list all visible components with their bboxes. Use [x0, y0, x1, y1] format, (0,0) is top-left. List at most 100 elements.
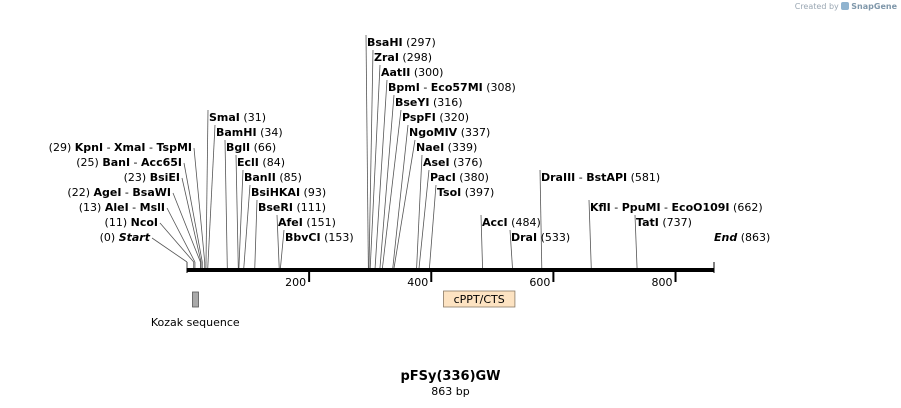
site-naei[interactable]: NaeI (339)	[393, 139, 477, 269]
site-enzyme[interactable]: AleI	[105, 201, 129, 214]
site-enzyme[interactable]: End	[714, 231, 737, 244]
site-enzyme[interactable]: NcoI	[131, 216, 158, 229]
site-label[interactable]: (29) KpnI - XmaI - TspMI	[49, 141, 192, 154]
site-enzyme[interactable]: KpnI	[75, 141, 103, 154]
feature-kozak[interactable]: Kozak sequence	[151, 291, 240, 329]
site-asei[interactable]: AseI (376)	[416, 154, 483, 269]
site-label[interactable]: NgoMIV (337)	[409, 126, 490, 139]
site-drai[interactable]: DraI (533)	[509, 229, 570, 269]
site-enzyme[interactable]: AgeI	[93, 186, 121, 199]
site-enzyme[interactable]: BamHI	[216, 126, 257, 139]
site-bsiei[interactable]: (23) BsiEI	[124, 171, 202, 268]
site-bpmi[interactable]: BpmI - Eco57MI (308)	[374, 79, 516, 269]
site-label[interactable]: (11) NcoI	[105, 216, 158, 229]
site-ncoi[interactable]: (11) NcoI	[105, 216, 195, 268]
site-smai[interactable]: SmaI (31)	[205, 109, 266, 269]
site-enzyme[interactable]: DraIII	[541, 171, 575, 184]
site-label[interactable]: AccI (484)	[482, 216, 541, 229]
site-tsoi[interactable]: TsoI (397)	[429, 184, 494, 269]
site-label[interactable]: BsiHKAI (93)	[251, 186, 326, 199]
site-label[interactable]: (25) BanI - Acc65I	[76, 156, 182, 169]
site-label[interactable]: KflI - PpuMI - EcoO109I (662)	[590, 201, 763, 214]
site-tati[interactable]: TatI (737)	[634, 214, 692, 269]
site-enzyme[interactable]: PpuMI	[622, 201, 661, 214]
site-enzyme[interactable]: XmaI	[114, 141, 145, 154]
site-label[interactable]: TatI (737)	[636, 216, 692, 229]
site-agei[interactable]: (22) AgeI - BsaWI	[67, 186, 201, 268]
site-enzyme[interactable]: KflI	[590, 201, 611, 214]
site-label[interactable]: SmaI (31)	[209, 111, 266, 124]
site-draiii[interactable]: DraIII - BstAPI (581)	[539, 169, 660, 269]
site-label[interactable]: BpmI - Eco57MI (308)	[388, 81, 516, 94]
site-label[interactable]: DraIII - BstAPI (581)	[541, 171, 660, 184]
site-label[interactable]: PspFI (320)	[402, 111, 469, 124]
feature-cppt[interactable]: cPPT/CTS	[443, 290, 516, 308]
site-enzyme[interactable]: BsaWI	[132, 186, 171, 199]
site-start[interactable]: (0) Start	[100, 231, 188, 268]
site-enzyme[interactable]: BsaHI	[367, 36, 403, 49]
site-enzyme[interactable]: NgoMIV	[409, 126, 458, 139]
site-label[interactable]: ZraI (298)	[374, 51, 432, 64]
site-enzyme[interactable]: MslI	[140, 201, 165, 214]
site-enzyme[interactable]: PacI	[430, 171, 456, 184]
feature-box[interactable]	[443, 290, 516, 308]
site-zrai[interactable]: ZraI (298)	[368, 49, 432, 269]
site-bani[interactable]: (25) BanI - Acc65I	[76, 156, 203, 268]
site-enzyme[interactable]: AseI	[423, 156, 450, 169]
site-bseri[interactable]: BseRI (111)	[254, 199, 326, 269]
site-label[interactable]: PacI (380)	[430, 171, 489, 184]
site-end[interactable]: End (863)	[714, 231, 770, 244]
site-enzyme[interactable]: BanI	[102, 156, 130, 169]
site-bseyi[interactable]: BseYI (316)	[379, 94, 463, 269]
site-enzyme[interactable]: Start	[119, 231, 151, 244]
site-afei[interactable]: AfeI (151)	[276, 214, 336, 269]
site-bsihkai[interactable]: BsiHKAI (93)	[243, 184, 326, 269]
site-enzyme[interactable]: BglI	[226, 141, 250, 154]
site-enzyme[interactable]: BseYI	[395, 96, 429, 109]
site-enzyme[interactable]: BsiHKAI	[251, 186, 300, 199]
site-enzyme[interactable]: AatII	[381, 66, 410, 79]
site-enzyme[interactable]: EclI	[237, 156, 259, 169]
site-label[interactable]: BglI (66)	[226, 141, 276, 154]
site-label[interactable]: DraI (533)	[511, 231, 570, 244]
site-enzyme[interactable]: AccI	[482, 216, 508, 229]
site-banii[interactable]: BanII (85)	[238, 169, 302, 269]
site-enzyme[interactable]: SmaI	[209, 111, 240, 124]
site-bbvci[interactable]: BbvCI (153)	[280, 229, 354, 269]
site-label[interactable]: AfeI (151)	[278, 216, 336, 229]
site-aatii[interactable]: AatII (300)	[369, 64, 443, 269]
site-enzyme[interactable]: BseRI	[258, 201, 293, 214]
site-label[interactable]: TsoI (397)	[437, 186, 494, 199]
site-enzyme[interactable]: BbvCI	[285, 231, 321, 244]
site-pspfi[interactable]: PspFI (320)	[382, 109, 469, 269]
site-label[interactable]: NaeI (339)	[416, 141, 477, 154]
site-enzyme[interactable]: PspFI	[402, 111, 436, 124]
site-label[interactable]: BbvCI (153)	[285, 231, 354, 244]
site-kfli[interactable]: KflI - PpuMI - EcoO109I (662)	[588, 199, 763, 269]
site-bgli[interactable]: BglI (66)	[224, 139, 276, 269]
site-enzyme[interactable]: BanII	[244, 171, 276, 184]
feature-box[interactable]	[192, 291, 199, 308]
site-label[interactable]: BseRI (111)	[258, 201, 326, 214]
site-enzyme[interactable]: BsiEI	[150, 171, 180, 184]
site-label[interactable]: (23) BsiEI	[124, 171, 180, 184]
site-alei[interactable]: (13) AleI - MslI	[79, 201, 196, 268]
site-enzyme[interactable]: BpmI	[388, 81, 420, 94]
site-acci[interactable]: AccI (484)	[480, 214, 541, 269]
site-label[interactable]: BsaHI (297)	[367, 36, 436, 49]
site-enzyme[interactable]: TspMI	[156, 141, 192, 154]
site-label[interactable]: BamHI (34)	[216, 126, 283, 139]
site-bsahi[interactable]: BsaHI (297)	[365, 34, 436, 269]
site-label[interactable]: AseI (376)	[423, 156, 483, 169]
site-label[interactable]: (22) AgeI - BsaWI	[67, 186, 171, 199]
site-enzyme[interactable]: ZraI	[374, 51, 399, 64]
site-enzyme[interactable]: NaeI	[416, 141, 444, 154]
site-label[interactable]: AatII (300)	[381, 66, 443, 79]
site-label[interactable]: (0) Start	[100, 231, 151, 244]
site-enzyme[interactable]: EcoO109I	[672, 201, 730, 214]
site-enzyme[interactable]: BstAPI	[586, 171, 627, 184]
site-bamhi[interactable]: BamHI (34)	[207, 124, 283, 269]
site-enzyme[interactable]: DraI	[511, 231, 537, 244]
site-enzyme[interactable]: TsoI	[437, 186, 461, 199]
site-ngomiv[interactable]: NgoMIV (337)	[392, 124, 490, 269]
